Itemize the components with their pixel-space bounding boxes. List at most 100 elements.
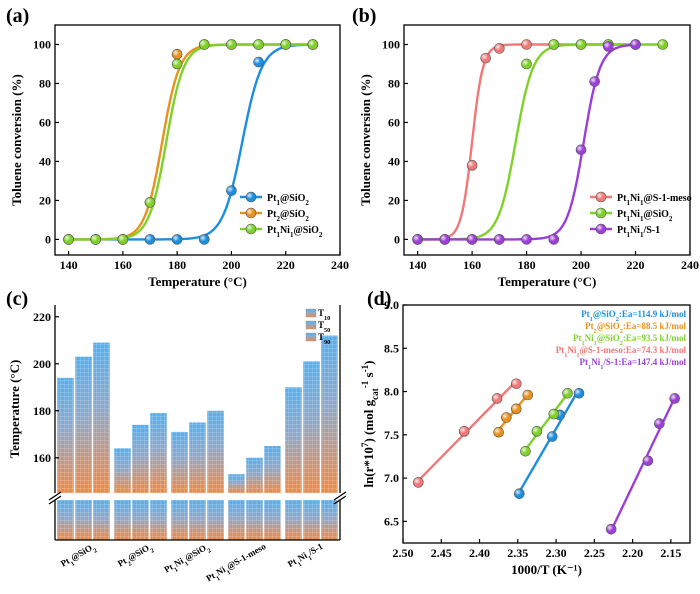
data-point (510, 403, 522, 415)
data-point (669, 393, 680, 404)
legend-label-part: 1 (590, 316, 593, 323)
panel-a-y-axis-label: Toluene conversion (%) (9, 74, 24, 206)
panel-d-label: (d) (367, 288, 391, 310)
legend-swatch (305, 308, 317, 318)
x-tick-label: 160 (114, 258, 132, 272)
panel-d: (d) 2.50 2.45 2.40 2.35 2.30 2.25 2.20 2.15 6.5 7… (360, 288, 691, 577)
bar-texture (285, 387, 302, 493)
data-point-shine (480, 53, 491, 64)
legend-label: Pt1@SiO2:Ea=114.9 kJ/mol (581, 309, 686, 323)
panel-c-category-labels: Pt1@SiO2 Pt2@SiO2Pt1Ni1@SiO2Pt1Ni1@S-1-me… (59, 541, 327, 583)
y-tick-label: 100 (33, 37, 51, 51)
bar-texture (303, 361, 320, 493)
legend-marker (595, 207, 607, 219)
legend-label-part: 2 (620, 328, 623, 335)
legend-label: Pt1Ni1/S-1:Ea=147.4 kJ/mol (580, 357, 687, 371)
legend-label-part: 2 (319, 231, 323, 239)
legend-label-part: Ni (591, 357, 600, 367)
legend-label-part: T (318, 332, 324, 342)
category-label-part: 1 (296, 560, 302, 568)
data-point-shine (199, 234, 210, 245)
legend-marker (595, 223, 607, 235)
y-axis-label-part: -1 (360, 364, 370, 372)
data-point-shine (657, 39, 668, 50)
data-point-shine (576, 144, 587, 155)
legend-label-part: @SiO (597, 321, 620, 331)
legend-label-part: 1 (564, 352, 567, 359)
y-tick-label: 20 (388, 193, 400, 207)
legend-label-part: Pt (617, 193, 627, 204)
y-axis-label-part: ) (mol g (361, 399, 376, 442)
legend-label: Pt1Ni1@SiO2 (267, 225, 323, 239)
fit-line-3 (524, 393, 569, 451)
legend-label: Pt1Ni1@SiO2 (617, 209, 673, 223)
category-label-part: 1 (307, 554, 313, 562)
data-point (589, 76, 600, 87)
data-point-shine (574, 388, 585, 399)
bar-texture (228, 474, 245, 493)
legend-label-part: Ni (585, 333, 594, 343)
legend-label-part: Pt (585, 321, 594, 331)
legend-marker-shine (596, 192, 606, 202)
category-label-part: 1 (183, 560, 189, 568)
bar-texture (150, 413, 167, 493)
data-point (630, 39, 641, 50)
bar-texture (264, 446, 281, 493)
y-axis-label-part: -1 (360, 380, 370, 388)
category-label-part: @SiO (69, 543, 94, 563)
legend-marker-shine (246, 208, 256, 218)
x-tick-label: 240 (331, 258, 349, 272)
data-point (548, 39, 560, 50)
data-point (253, 56, 264, 68)
data-point (521, 39, 532, 50)
legend-label-part: 1 (276, 199, 280, 207)
data-point-shine (280, 39, 291, 50)
x-tick-label: 180 (168, 258, 186, 272)
category-label-part: @SiO (183, 543, 208, 563)
data-point-shine (589, 76, 600, 87)
x-tick-label: 140 (60, 258, 78, 272)
category-label-part: @S-1-meso (225, 541, 268, 572)
legend-label-part: 2 (305, 215, 309, 223)
y-tick-label: 220 (33, 310, 51, 324)
y-tick-label: 9.0 (384, 298, 399, 312)
category-label: Pt1Ni1@SiO2 (162, 541, 212, 578)
y-axis-label-part: s (361, 372, 376, 380)
legend-label-part: Pt (556, 345, 565, 355)
legend-marker-shine (246, 224, 256, 234)
panel-c-y-axis-label: Temperature (°C) (7, 360, 22, 459)
axis-break-mark-right (333, 495, 347, 505)
legend-label: Pt1Ni1@S-1-meso (617, 193, 692, 207)
data-point-shine (253, 57, 264, 68)
bar-texture (93, 342, 110, 493)
y-tick-label: 6.5 (384, 514, 399, 528)
bar-texture (57, 377, 74, 493)
data-point (548, 408, 560, 420)
legend-label-part: 1 (588, 364, 591, 371)
data-point-shine (548, 234, 559, 245)
bar-texture (207, 410, 224, 493)
panel-a-x-axis-label: Temperature (°C) (148, 274, 247, 289)
data-point-shine (511, 378, 522, 389)
bar-texture (246, 457, 263, 493)
legend-label-part: Ni (630, 209, 640, 220)
data-point-shine (521, 234, 532, 245)
data-point-shine (548, 409, 559, 420)
legend-label-part: Pt (267, 209, 277, 220)
bar-texture (189, 422, 206, 493)
bar-texture (132, 424, 149, 493)
data-point (514, 488, 525, 499)
data-point (253, 39, 264, 50)
legend-label-part: 1 (640, 215, 644, 223)
data-point (494, 234, 505, 245)
data-point (226, 39, 237, 50)
category-label: Pt1Ni1/S-1 (286, 541, 327, 572)
data-point-shine (253, 39, 264, 50)
legend-label-part: @S-1-meso:Ea=74.3 kJ/mol (580, 345, 687, 355)
category-label-part: 2 (206, 547, 212, 555)
data-point (466, 160, 478, 171)
legend-label-part: 1 (582, 340, 585, 347)
